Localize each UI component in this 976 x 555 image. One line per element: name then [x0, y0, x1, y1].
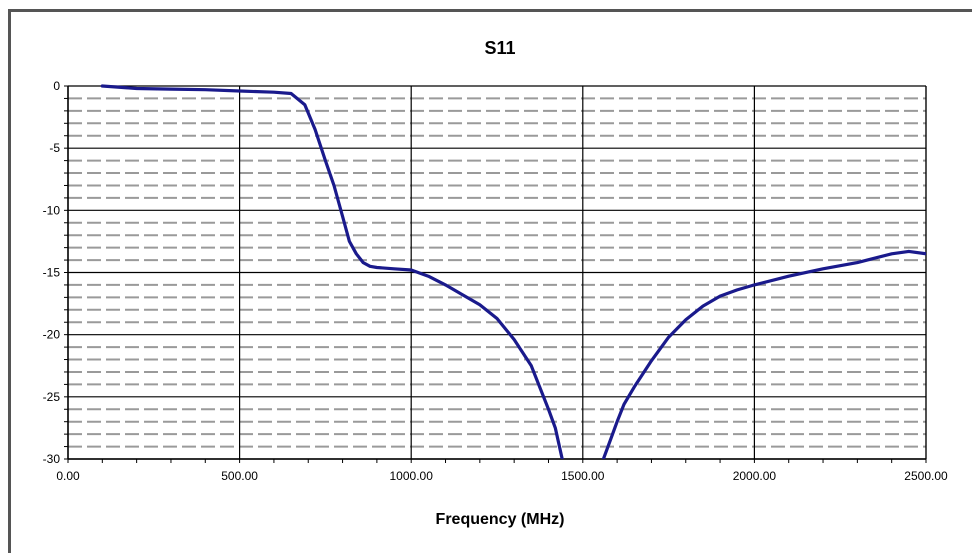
chart-title: S11	[484, 38, 515, 58]
y-tick-label: -10	[43, 203, 61, 217]
grid	[67, 85, 927, 460]
y-tick-label: -30	[43, 452, 61, 466]
y-tick-label: -5	[49, 141, 60, 155]
x-tick-label: 1500.00	[561, 469, 605, 483]
x-tick-label: 0.00	[56, 469, 80, 483]
y-tick-label: -25	[43, 390, 61, 404]
x-axis-label: Frequency (MHz)	[436, 511, 565, 528]
tick-labels: 0.00 500.00 1000.00 1500.00 2000.00 2500.00 0 -…	[43, 79, 948, 483]
x-tick-label: 500.00	[221, 469, 258, 483]
series-group	[100, 84, 926, 459]
s11-series-line	[601, 249, 926, 459]
y-tick-label: -15	[43, 266, 61, 280]
x-tick-label: 1000.00	[390, 469, 434, 483]
s11-series-line	[100, 84, 564, 459]
x-tick-label: 2500.00	[904, 469, 948, 483]
y-tick-label: -20	[43, 328, 61, 342]
x-tick-label: 2000.00	[733, 469, 777, 483]
chart-frame	[8, 9, 972, 553]
y-tick-label: 0	[53, 79, 60, 93]
axes	[64, 85, 927, 463]
